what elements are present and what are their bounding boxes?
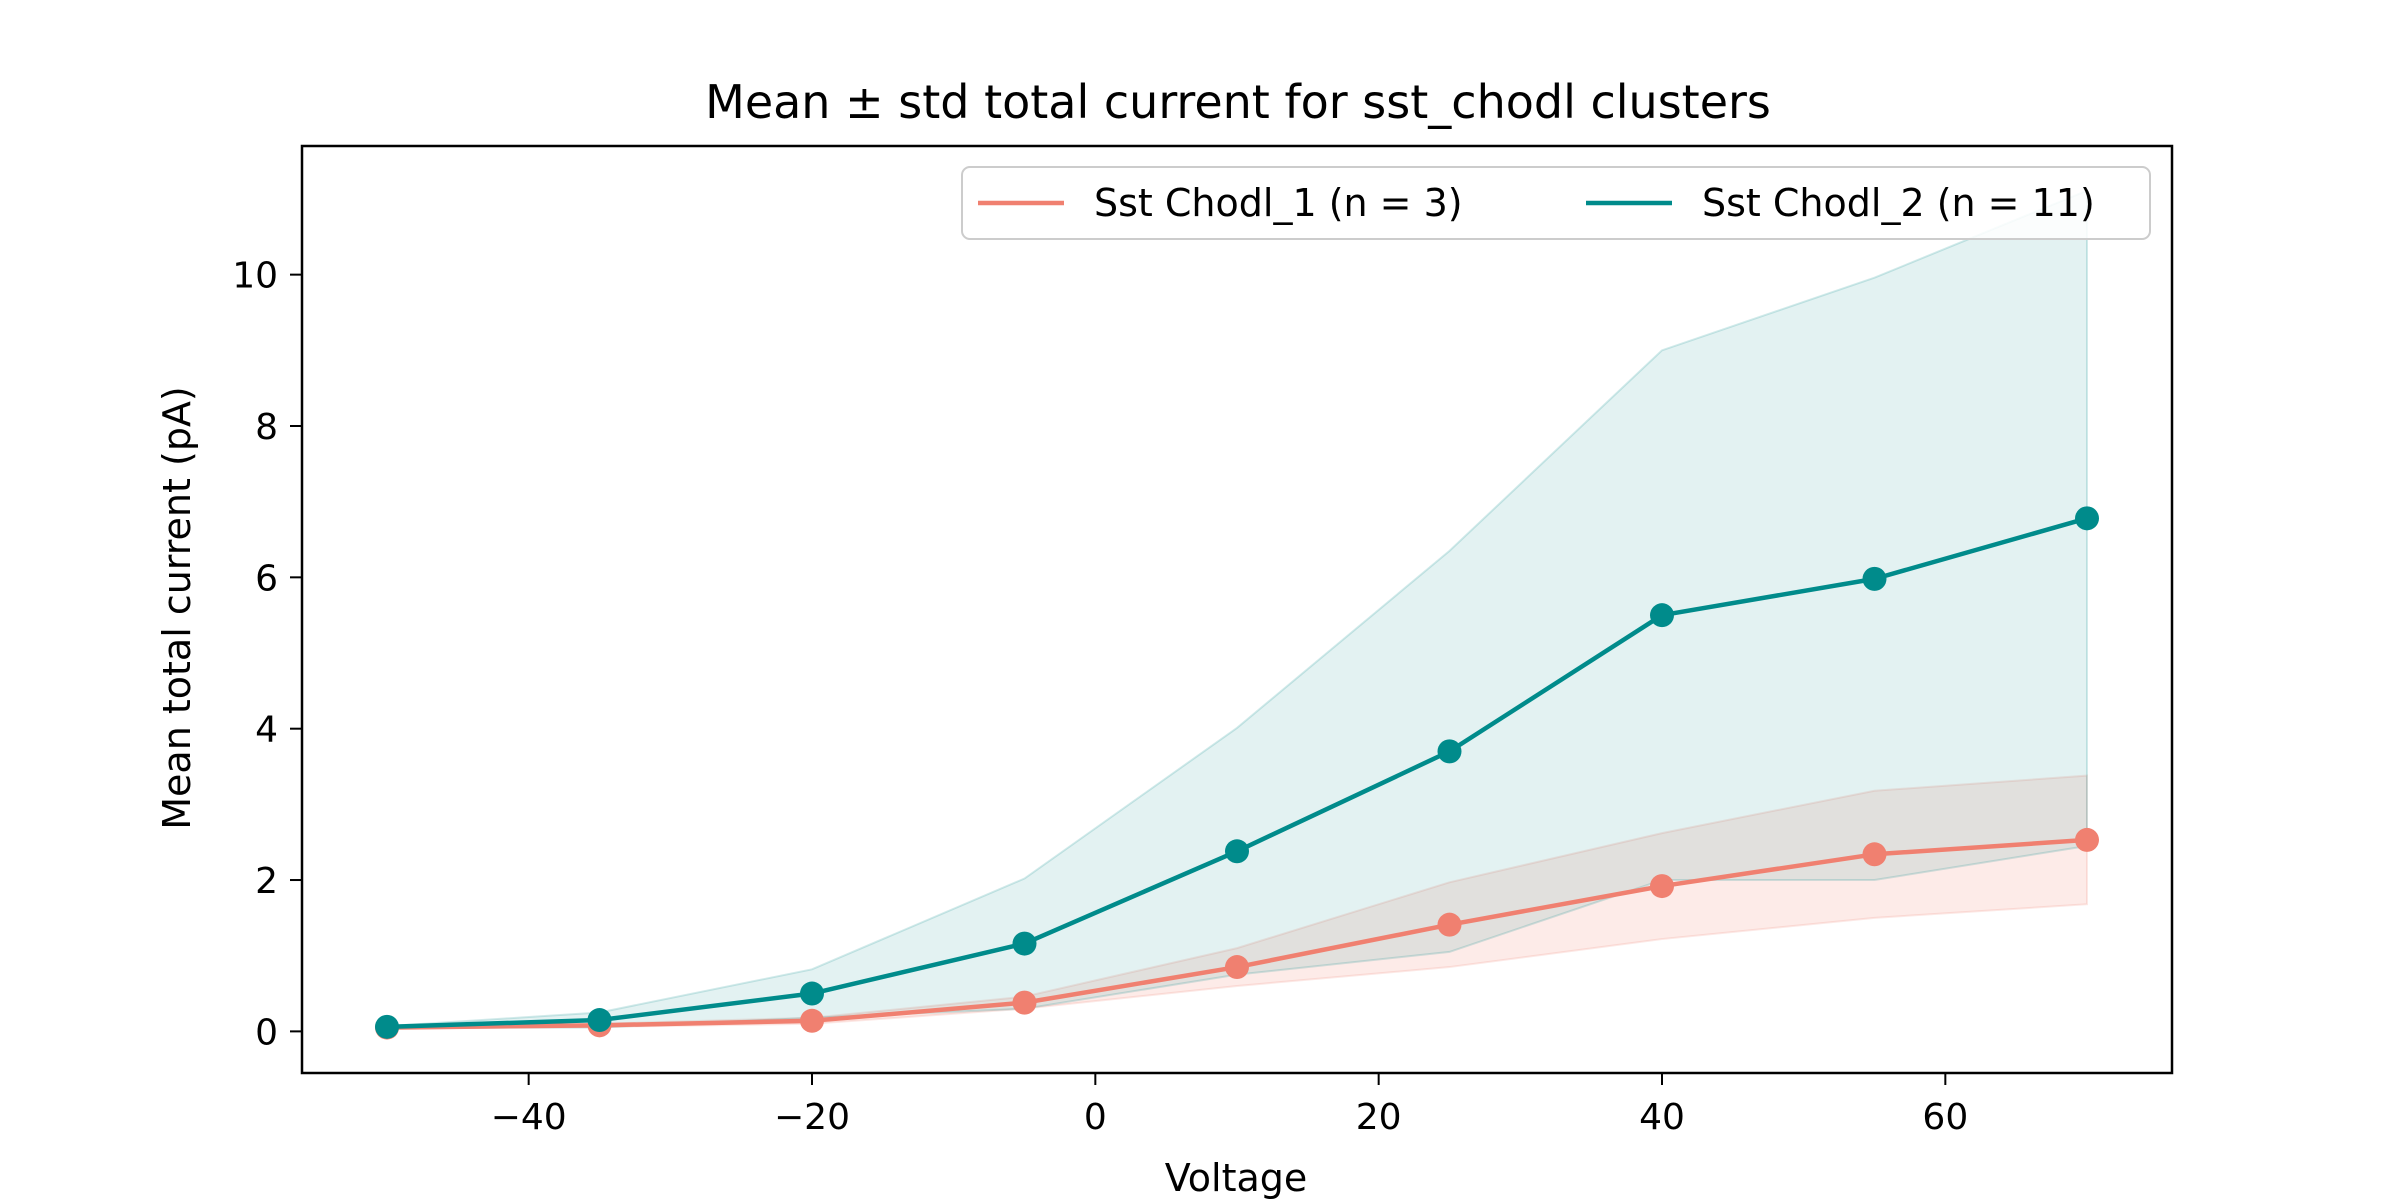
y-tick-label: 2 <box>255 861 278 902</box>
data-point-1-6 <box>1437 912 1462 937</box>
data-point-1-5 <box>1225 955 1249 980</box>
y-axis: 0 2 4 6 8 10 <box>232 256 302 1053</box>
x-tick-label: 0 <box>1084 1097 1107 1138</box>
data-point-2-2 <box>587 1008 612 1033</box>
data-point-1-3 <box>800 1008 824 1033</box>
y-tick-label: 10 <box>232 256 278 297</box>
x-tick-label: 40 <box>1639 1097 1685 1138</box>
y-tick-label: 6 <box>255 558 278 599</box>
data-point-2-1 <box>375 1014 399 1039</box>
data-point-2-8 <box>1862 566 1887 591</box>
x-tick-label: −20 <box>774 1097 850 1138</box>
data-point-1-4 <box>1012 990 1037 1015</box>
legend-box <box>961 166 2151 240</box>
legend: Sst Chodl_1 (n = 3) Sst Chodl_2 (n = 11) <box>961 166 2151 240</box>
legend-label-1: Sst Chodl_1 (n = 3) <box>1094 181 1463 225</box>
x-tick-label: −40 <box>491 1097 567 1138</box>
data-point-1-9 <box>2075 827 2099 852</box>
y-tick-label: 8 <box>255 407 278 448</box>
data-point-2-3 <box>800 981 824 1006</box>
data-point-2-7 <box>1650 603 1674 628</box>
data-point-2-6 <box>1437 739 1462 764</box>
data-point-1-8 <box>1862 842 1887 867</box>
data-point-2-5 <box>1225 839 1249 864</box>
plot-frame <box>300 144 2174 1075</box>
x-axis: −40 −20 0 20 40 60 <box>491 1073 1968 1138</box>
x-tick-label: 60 <box>1922 1097 1968 1138</box>
x-axis-label: Voltage <box>1165 1156 1308 1200</box>
y-axis-label: Mean total current (pA) <box>155 386 199 830</box>
y-tick-label: 4 <box>255 710 278 751</box>
chart-title: Mean ± std total current for sst_chodl c… <box>705 75 1771 129</box>
plot-content <box>375 189 2099 1040</box>
plot-area <box>300 144 2174 1075</box>
data-point-2-9 <box>2075 506 2099 531</box>
data-point-1-7 <box>1650 874 1674 899</box>
legend-label-2: Sst Chodl_2 (n = 11) <box>1702 181 2095 225</box>
y-tick-label: 0 <box>255 1012 278 1053</box>
data-point-2-4 <box>1012 931 1037 956</box>
x-tick-label: 20 <box>1356 1097 1402 1138</box>
